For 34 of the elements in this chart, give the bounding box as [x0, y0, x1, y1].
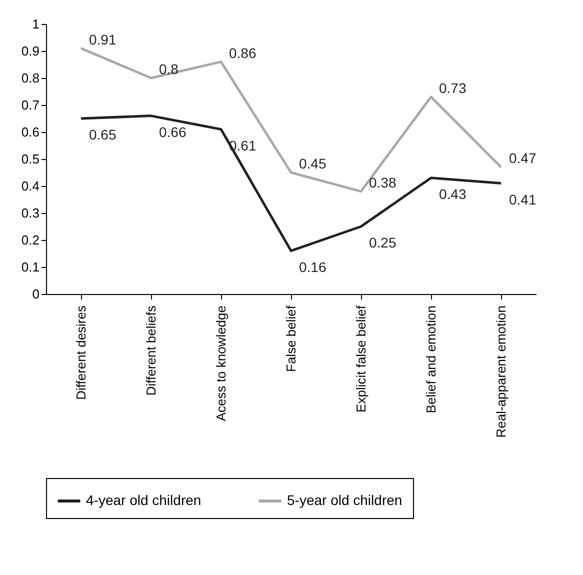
x-tick-label: Acess to knowledge — [214, 306, 228, 422]
data-label: 0.91 — [89, 31, 116, 48]
data-label: 0.66 — [159, 124, 186, 140]
x-tick-label: Explicit false belief — [354, 305, 368, 412]
legend-label: 4-year old children — [86, 492, 202, 508]
y-tick-label: 0.2 — [21, 232, 40, 248]
data-label: 0.65 — [89, 126, 116, 142]
y-tick-label: 0.1 — [21, 260, 40, 274]
data-label: 0.41 — [509, 191, 536, 208]
x-tick-label: Different beliefs — [144, 305, 158, 396]
data-label: 0.25 — [369, 234, 396, 250]
y-tick-label: 0.9 — [21, 44, 40, 58]
y-tick-label: 0.6 — [21, 124, 40, 140]
legend-label: 5-year old children — [287, 492, 402, 508]
x-tick-label: Real-apparent emotion — [494, 306, 508, 438]
data-label: 0.16 — [299, 258, 326, 275]
y-tick-label: 0 — [32, 286, 40, 302]
line-series — [80, 114, 502, 252]
data-label: 0.43 — [439, 186, 466, 202]
y-tick-label: 0.4 — [21, 178, 40, 194]
x-tick-label: Belief and emotion — [424, 306, 438, 414]
data-label: 0.73 — [439, 80, 466, 96]
data-label: 0.45 — [299, 156, 326, 172]
x-tick-label: Different desires — [74, 305, 88, 400]
y-tick-label: 0.5 — [21, 152, 40, 166]
data-label: 0.38 — [369, 174, 396, 190]
data-label: 0.86 — [229, 44, 256, 61]
y-tick-label: 0.3 — [21, 206, 40, 220]
data-label: 0.47 — [509, 150, 536, 166]
y-tick-label: 1 — [32, 16, 40, 32]
data-label: 0.8 — [159, 61, 179, 77]
x-tick-label: False belief — [284, 305, 298, 372]
y-tick-label: 0.7 — [21, 98, 40, 112]
y-tick-label: 0.8 — [21, 70, 40, 86]
